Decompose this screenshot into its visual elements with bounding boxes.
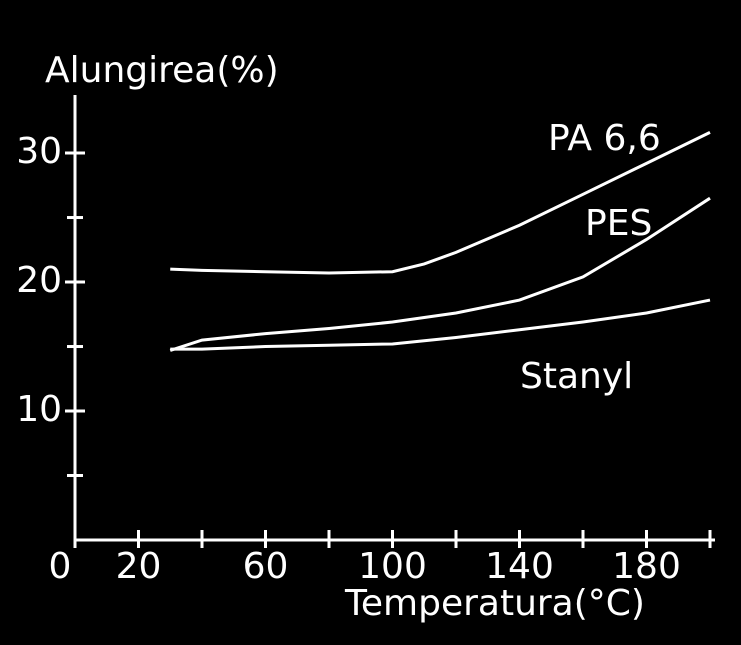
series-line — [169, 196, 711, 352]
x-tick-label: 100 — [358, 546, 427, 587]
y-tick-label: 10 — [16, 389, 62, 430]
x-tick-label: 180 — [612, 546, 681, 587]
y-tick-label: 20 — [16, 260, 62, 301]
series-label: Stanyl — [520, 356, 633, 397]
y-axis-label: Alungirea(%) — [45, 50, 279, 91]
series-line — [170, 298, 711, 351]
series-label: PES — [585, 203, 652, 244]
y-tick-label: 30 — [16, 131, 62, 172]
series-line — [170, 131, 711, 275]
x-axis-label: Temperatura(°C) — [344, 583, 645, 624]
x-tick-label: 0 — [49, 546, 72, 587]
x-tick-label: 20 — [116, 546, 162, 587]
x-tick-label: 140 — [485, 546, 554, 587]
series-label: PA 6,6 — [548, 118, 661, 159]
x-tick-label: 60 — [243, 546, 289, 587]
